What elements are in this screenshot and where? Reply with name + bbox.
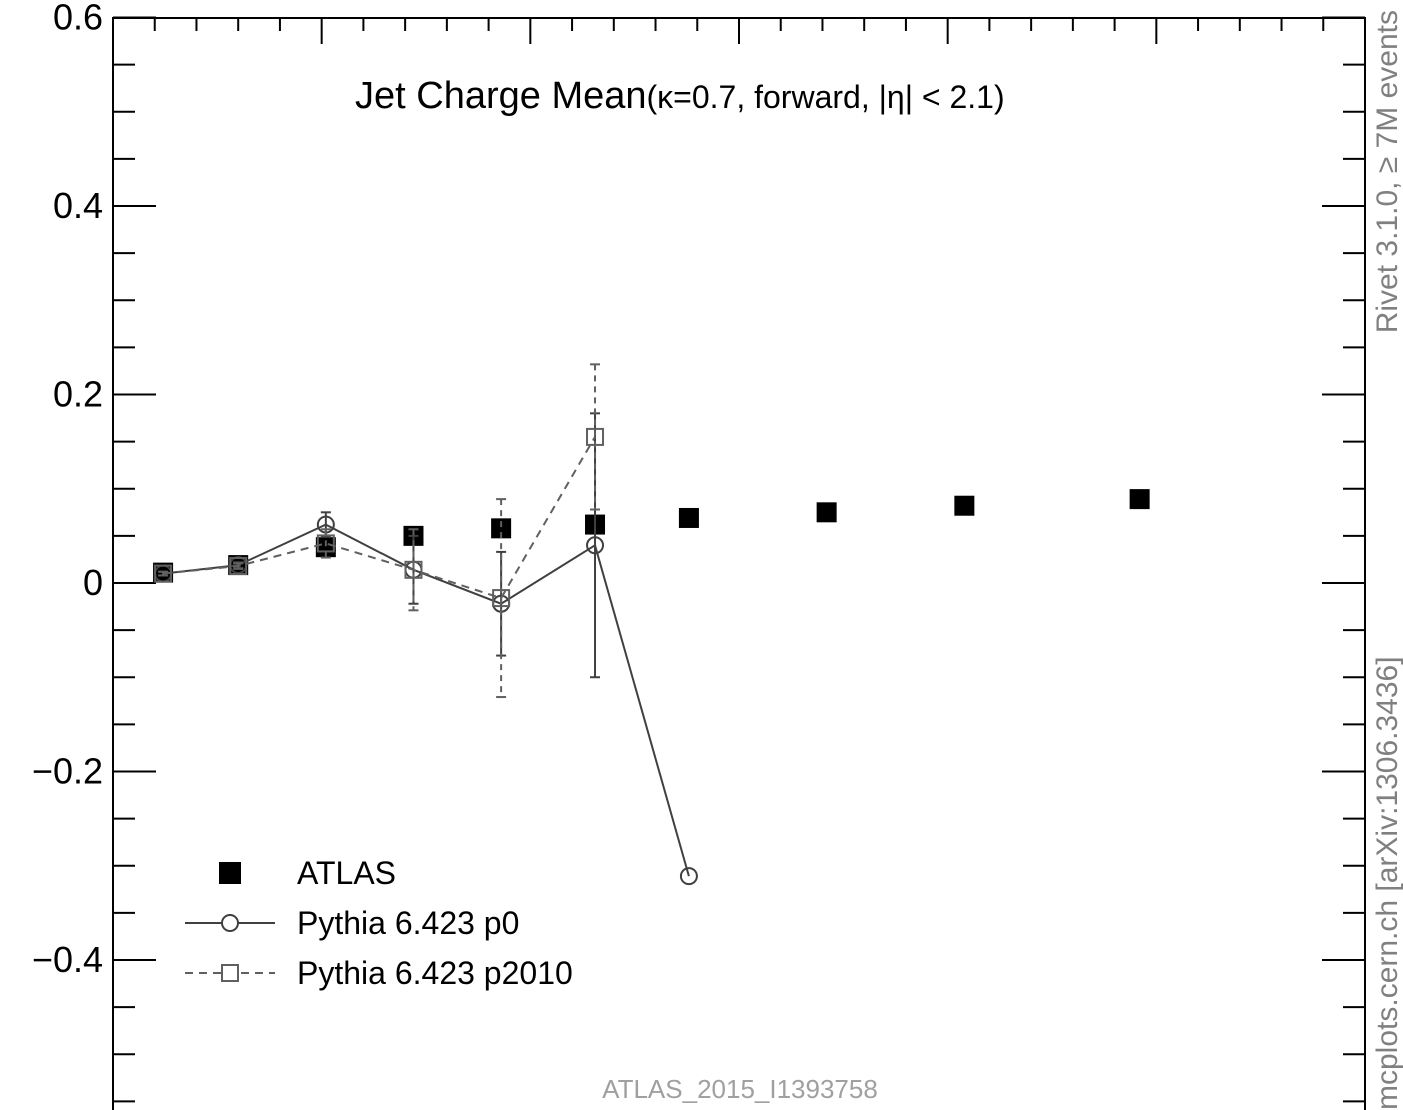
legend-item-1: Pythia 6.423 p0 (185, 905, 519, 941)
data-point (679, 867, 698, 886)
y-tick-label: 0.4 (53, 185, 103, 226)
y-tick-label: 0.2 (53, 374, 103, 415)
data-point (1129, 489, 1150, 510)
data-point (404, 560, 423, 579)
series-0 (153, 489, 1150, 583)
axis-ticks (113, 16, 1365, 1103)
chart-title-params: (κ=0.7, forward, |η| < 2.1) (647, 79, 1005, 115)
legend: ATLAS Pythia 6.423 p0 Pythia 6.423 p2010 (185, 855, 573, 991)
data-point (491, 518, 512, 539)
data-point (229, 557, 248, 576)
data-point (586, 427, 605, 446)
legend-label: Pythia 6.423 p0 (297, 905, 519, 941)
rivet-version-label: Rivet 3.1.0, ≥ 7M events (1371, 10, 1403, 333)
legend-label: Pythia 6.423 p2010 (297, 955, 573, 991)
chart-title-main: Jet Charge Mean (355, 75, 647, 117)
series-line (162, 523, 690, 877)
y-tick-label: 0 (83, 562, 103, 603)
y-tick-label: −0.4 (32, 939, 103, 980)
data-point (316, 534, 335, 553)
series-1 (154, 412, 698, 886)
legend-marker (221, 914, 239, 932)
y-tick-labels: 0.6 0.4 0.2 0 −0.2 −0.4 (32, 0, 103, 980)
data-point (678, 507, 699, 528)
data-point (492, 589, 511, 608)
mcplots-reference-label: mcplots.cern.ch [arXiv:1306.3436] (1371, 656, 1403, 1110)
plot-frame (112, 17, 1366, 1110)
data-point (154, 564, 173, 583)
analysis-id-label: ATLAS_2015_I1393758 (602, 1074, 878, 1104)
series-2 (154, 363, 605, 699)
legend-item-2: Pythia 6.423 p2010 (185, 955, 573, 991)
legend-marker (219, 862, 241, 884)
data-point (586, 536, 605, 555)
legend-marker (221, 964, 239, 982)
legend-label: ATLAS (297, 855, 396, 891)
data-series (153, 363, 1150, 886)
y-tick-label: −0.2 (32, 751, 103, 792)
chart-title: Jet Charge Mean(κ=0.7, forward, |η| < 2.… (355, 75, 1005, 117)
data-point (954, 495, 975, 516)
data-point (816, 502, 837, 523)
series-line (162, 436, 596, 600)
y-tick-label: 0.6 (53, 0, 103, 38)
plot-border (112, 17, 1366, 1110)
legend-item-0: ATLAS (219, 855, 396, 891)
